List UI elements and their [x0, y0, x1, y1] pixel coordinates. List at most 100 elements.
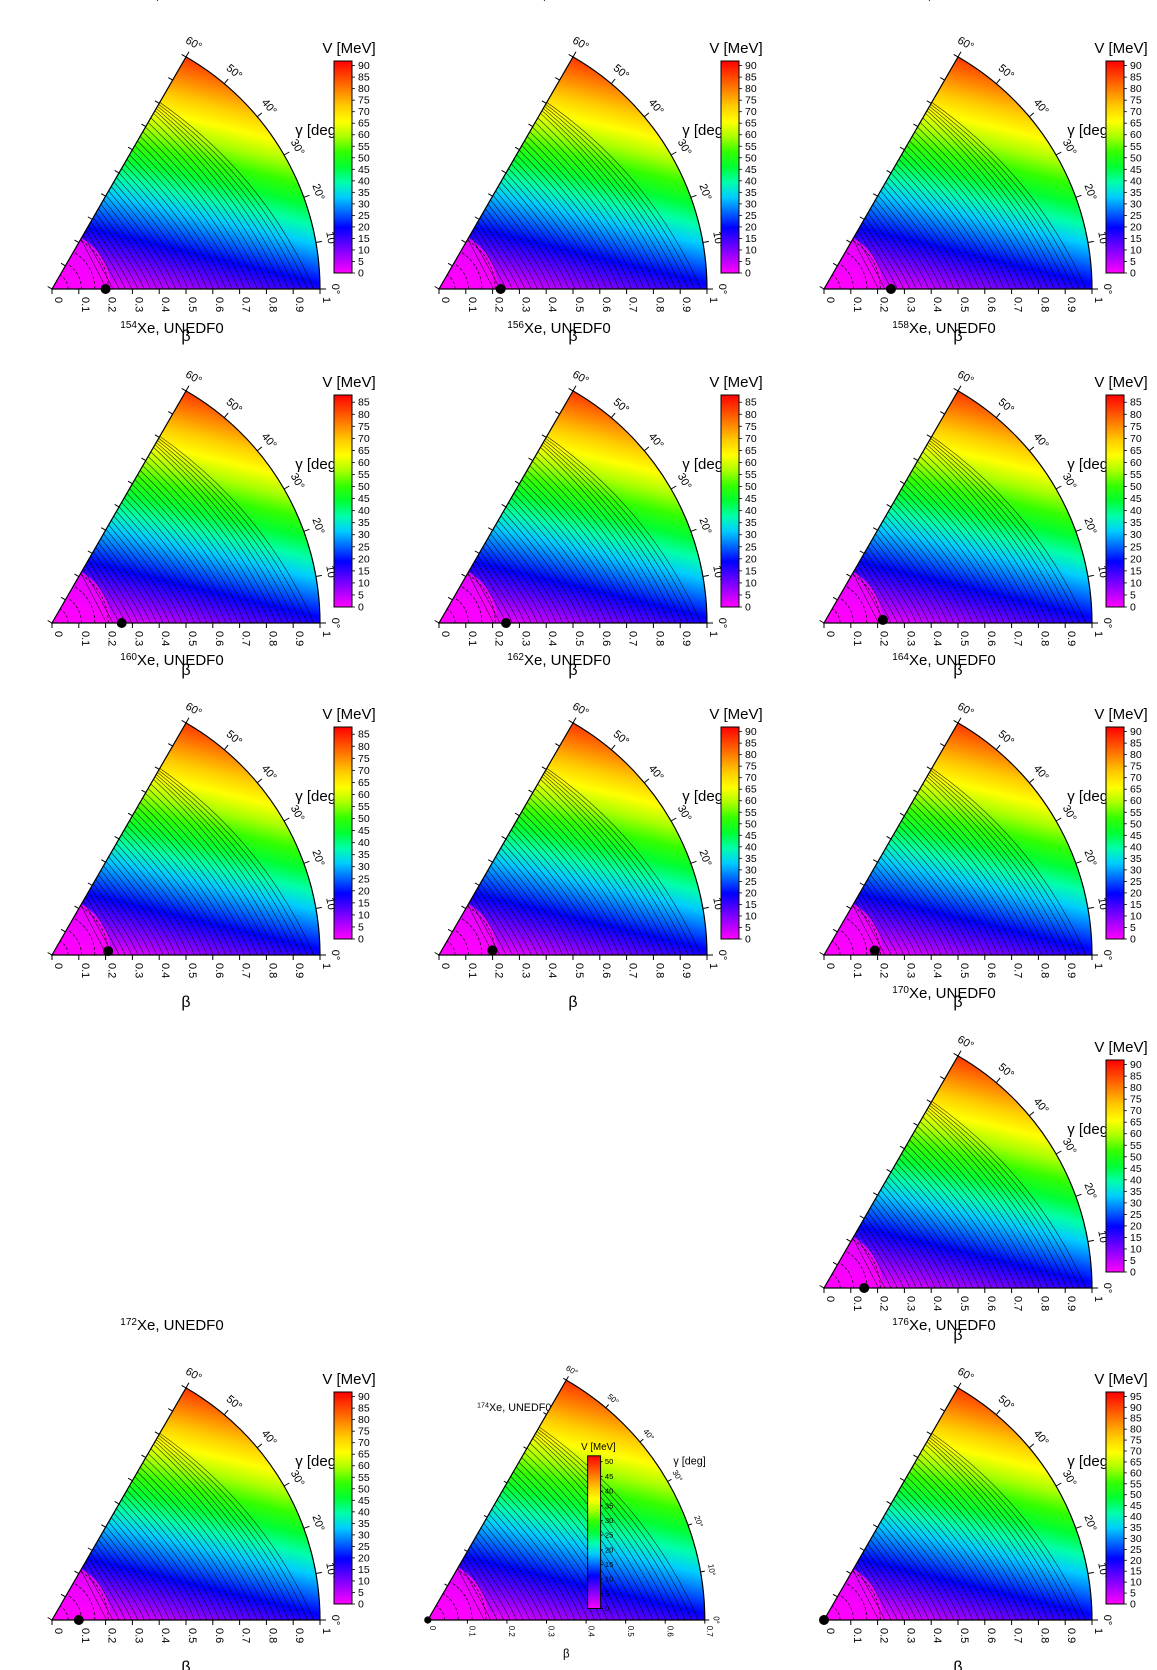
colorbar-tick-label: 0 — [605, 1604, 609, 1613]
gamma-tick-label: 40° — [1031, 763, 1051, 783]
colorbar-tick-label: 45 — [1130, 164, 1142, 176]
colorbar-tick-label: 35 — [358, 517, 370, 529]
beta-tick-label: 0.5 — [186, 631, 198, 646]
low-energy-region — [824, 1561, 883, 1620]
colorbar-tick-label: 40 — [358, 505, 370, 517]
beta-tick-label: 0 — [824, 631, 836, 637]
colorbar-tick-label: 85 — [1130, 1413, 1142, 1425]
colorbar-tick-label: 55 — [745, 141, 757, 153]
colorbar-tick-label: 65 — [745, 445, 757, 457]
potential-surface — [824, 56, 1092, 289]
chart-panel-172xe: 172Xe, UNEDF0 0 0.1 0.2 0.3 0.4 0.5 0.6 0.7 0.8 0.… — [47, 1317, 376, 1670]
colorbar-tick-label: 80 — [1130, 83, 1142, 95]
ground-state-minimum — [116, 618, 127, 628]
colorbar — [1105, 726, 1125, 940]
colorbar-tick-label: 15 — [358, 565, 370, 577]
chart-title: 152Xe, UNEDF0 — [892, 0, 995, 3]
colorbar-tick-label: 20 — [358, 221, 370, 233]
beta-tick-label: 0.7 — [1012, 1296, 1024, 1311]
beta-tick-label: 0.3 — [547, 1626, 556, 1638]
colorbar-tick-label: 30 — [1130, 1533, 1142, 1545]
beta-tick-label: 0.3 — [904, 1628, 916, 1643]
colorbar-tick-label: 50 — [358, 1483, 370, 1495]
colorbar-tick-label: 5 — [1130, 1255, 1136, 1267]
low-energy-region — [52, 896, 111, 955]
colorbar-tick-label: 80 — [358, 409, 370, 421]
title-rest: Xe, UNEDF0 — [909, 320, 996, 337]
beta-axis-label: β — [568, 328, 577, 345]
colorbar-tick-label: 25 — [745, 210, 757, 222]
beta-tick-label: 0.8 — [266, 1628, 278, 1643]
colorbar-tick-label: 85 — [745, 397, 757, 409]
colorbar-tick-label: 5 — [745, 589, 751, 601]
beta-tick-label: 0.9 — [1065, 631, 1077, 646]
gamma-tick-label: 30° — [670, 1468, 684, 1483]
wedge-outline — [437, 390, 708, 624]
ground-state-minimum — [501, 618, 511, 628]
mass-number: 160 — [120, 652, 137, 663]
colorbar-tick-label: 15 — [1130, 1566, 1142, 1578]
colorbar-tick-label: 30 — [745, 864, 757, 876]
gamma-axis-label: γ [deg] — [295, 456, 340, 473]
beta-tick-label: 0.7 — [240, 297, 252, 312]
colorbar-tick-label: 40 — [745, 175, 757, 187]
title-rest: Xe, UNEDF0 — [137, 0, 224, 3]
gamma-tick-label: 30° — [1060, 471, 1079, 491]
potential-surface — [824, 722, 1092, 955]
beta-tick-label: 0.5 — [573, 297, 585, 312]
wedge-outline — [822, 1055, 1093, 1289]
colorbar-tick-label: 15 — [1130, 565, 1142, 577]
potential-surface — [824, 1055, 1092, 1288]
beta-tick-label: 1 — [707, 297, 719, 303]
gamma-tick-label: 40° — [1031, 97, 1051, 117]
colorbar-tick-label: 5 — [605, 1589, 609, 1598]
beta-tick-label: 0.7 — [240, 631, 252, 646]
colorbar-tick-label: 45 — [1130, 830, 1142, 842]
colorbar-tick-label: 65 — [358, 1449, 370, 1461]
colorbar-tick-label: 50 — [1130, 152, 1142, 164]
colorbar-tick-label: 25 — [1130, 210, 1142, 222]
chart-title: 164Xe, UNEDF0 — [892, 652, 995, 669]
chart-panel-148xe: 148Xe, UNEDF0 0 0.1 0.2 0.3 0.4 0.5 0.6 0.7 0.8 0.… — [47, 0, 376, 345]
gamma-tick-label: 60° — [183, 35, 203, 54]
colorbar-tick-label: 25 — [605, 1531, 613, 1540]
colorbar-tick-label: 25 — [358, 541, 370, 553]
colorbar-tick-label: 50 — [1130, 818, 1142, 830]
colorbar-tick-label: 60 — [745, 457, 757, 469]
beta-tick-label: 0 — [52, 1628, 64, 1634]
colorbar-tick-label: 0 — [358, 602, 364, 614]
mass-number: 162 — [507, 652, 524, 663]
colorbar-tick-label: 80 — [1130, 1082, 1142, 1094]
colorbar-tick-label: 30 — [1130, 198, 1142, 210]
beta-tick-label: 0.4 — [546, 297, 558, 312]
beta-tick-label: 1 — [1092, 1296, 1104, 1302]
low-energy-region — [824, 564, 883, 623]
colorbar-tick-label: 85 — [1130, 397, 1142, 409]
wedge-outline — [50, 722, 321, 956]
colorbar-label: V [MeV] — [322, 40, 375, 57]
beta-tick-label: 0.5 — [958, 631, 970, 646]
gamma-tick-label: 30° — [288, 471, 307, 491]
mass-number: 172 — [120, 1317, 137, 1328]
colorbar-tick-label: 25 — [358, 873, 370, 885]
colorbar-tick-label: 45 — [358, 493, 370, 505]
gamma-tick-label: 30° — [1060, 803, 1079, 823]
colorbar-tick-label: 80 — [358, 741, 370, 753]
colorbar-label: V [MeV] — [1094, 374, 1147, 391]
colorbar-tick-label: 5 — [1130, 589, 1136, 601]
colorbar-tick-label: 45 — [358, 825, 370, 837]
colorbar-tick-label: 10 — [1130, 1243, 1142, 1255]
colorbar-tick-label: 5 — [1130, 922, 1136, 934]
colorbar-tick-label: 0 — [1130, 268, 1136, 280]
colorbar-tick-label: 20 — [1130, 887, 1142, 899]
beta-axis-label: β — [181, 328, 190, 345]
gamma-axis-label: γ [deg] — [1067, 788, 1112, 805]
beta-tick-label: 0.1 — [79, 963, 91, 978]
colorbar-tick-label: 50 — [745, 818, 757, 830]
beta-tick-label: 0.5 — [958, 963, 970, 978]
beta-tick-label: 0.8 — [1038, 963, 1050, 978]
beta-tick-label: 0.3 — [519, 297, 531, 312]
beta-tick-label: 0.9 — [1065, 963, 1077, 978]
wedge-outline — [822, 1387, 1093, 1621]
gamma-tick-label: 50° — [611, 396, 631, 416]
